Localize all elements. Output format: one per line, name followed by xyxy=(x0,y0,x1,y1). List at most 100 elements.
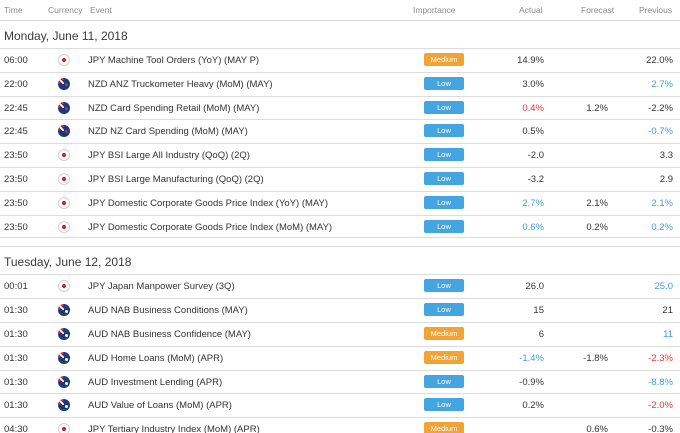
actual-value: 15 xyxy=(533,305,544,317)
previous-value: 0.2% xyxy=(651,221,673,233)
importance-badge: Low xyxy=(424,303,464,317)
importance-badge: Low xyxy=(424,279,464,293)
column-header-previous[interactable]: Previous xyxy=(639,5,673,15)
actual-value: 0.6% xyxy=(522,221,544,233)
actual-value: 0.5% xyxy=(522,126,544,138)
forecast-value: 0.2% xyxy=(586,221,608,233)
event-name[interactable]: AUD Value of Loans (MoM) (APR) xyxy=(88,400,232,412)
importance-badge: Low xyxy=(424,219,464,233)
day-label: Tuesday, June 12, 2018 xyxy=(4,255,132,270)
actual-value: -3.2 xyxy=(527,173,544,185)
event-name[interactable]: JPY Japan Manpower Survey (3Q) xyxy=(88,281,235,293)
jp-flag-icon xyxy=(58,196,70,209)
event-name[interactable]: AUD NAB Business Conditions (MAY) xyxy=(88,305,248,317)
event-name[interactable]: AUD Investment Lending (APR) xyxy=(88,376,223,388)
event-time: 22:45 xyxy=(4,102,28,114)
actual-value: 0.4% xyxy=(522,102,544,114)
event-time: 23:50 xyxy=(4,150,28,162)
previous-value: 25.0 xyxy=(654,281,674,293)
column-header-event[interactable]: Event xyxy=(90,5,112,15)
event-name[interactable]: JPY BSI Large Manufacturing (QoQ) (2Q) xyxy=(88,173,264,185)
event-row[interactable]: 23:50 JPY Domestic Corporate Goods Price … xyxy=(0,190,680,215)
event-time: 22:00 xyxy=(4,78,28,90)
previous-value: -0.3% xyxy=(648,424,673,433)
event-name[interactable]: NZD NZ Card Spending (MoM) (MAY) xyxy=(88,126,248,138)
event-name[interactable]: JPY Tertiary Industry Index (MoM) (APR) xyxy=(88,424,260,433)
previous-value: -8.8% xyxy=(648,376,673,388)
previous-value: 22.0% xyxy=(646,55,673,66)
event-name[interactable]: JPY BSI Large All Industry (QoQ) (2Q) xyxy=(88,150,250,162)
importance-badge: Low xyxy=(424,76,464,90)
event-row[interactable]: 04:30 JPY Tertiary Industry Index (MoM) (… xyxy=(0,417,680,433)
event-name[interactable]: AUD Home Loans (MoM) (APR) xyxy=(88,352,224,364)
importance-badge: Medium xyxy=(424,53,464,66)
event-row[interactable]: 06:00 JPY Machine Tool Orders (YoY) (MAY … xyxy=(0,48,680,72)
previous-value: 2.7% xyxy=(651,78,673,90)
event-time: 23:50 xyxy=(4,221,28,233)
actual-value: -1.4% xyxy=(519,352,544,364)
forecast-value: 1.2% xyxy=(586,102,608,114)
event-name[interactable]: JPY Machine Tool Orders (YoY) (MAY P) xyxy=(88,55,260,66)
importance-badge: Low xyxy=(424,148,464,162)
actual-value: -2.0 xyxy=(527,150,544,162)
event-row[interactable]: 22:00 NZD ANZ Truckometer Heavy (MoM) (MA… xyxy=(0,71,680,96)
event-time: 00:01 xyxy=(4,281,28,293)
actual-value: -0.9% xyxy=(519,376,544,388)
jp-flag-icon xyxy=(58,149,70,162)
day-header: Tuesday, June 12, 2018 xyxy=(0,246,680,275)
calendar-body: Monday, June 11, 2018 06:00 JPY Machine To… xyxy=(0,20,680,433)
previous-value: 21 xyxy=(662,305,673,317)
au-flag-icon xyxy=(58,399,70,412)
event-row[interactable]: 01:30 AUD Value of Loans (MoM) (APR) Low 0.… xyxy=(0,393,680,418)
forecast-value: 0.6% xyxy=(586,424,608,433)
jp-flag-icon xyxy=(58,54,70,66)
event-row[interactable]: 01:30 AUD Investment Lending (APR) Low -0.9… xyxy=(0,369,680,394)
event-name[interactable]: NZD Card Spending Retail (MoM) (MAY) xyxy=(88,102,260,114)
event-time: 01:30 xyxy=(4,305,28,317)
event-time: 01:30 xyxy=(4,376,28,388)
column-header-currency[interactable]: Currency xyxy=(48,5,83,15)
previous-value: 2.1% xyxy=(651,197,673,209)
event-name[interactable]: NZD ANZ Truckometer Heavy (MoM) (MAY) xyxy=(88,78,273,90)
importance-badge: Low xyxy=(424,374,464,388)
event-time: 06:00 xyxy=(4,55,28,66)
column-header-forecast[interactable]: Forecast xyxy=(581,5,615,15)
nz-flag-icon xyxy=(58,125,70,138)
nz-flag-icon xyxy=(58,77,70,90)
event-time: 01:30 xyxy=(4,328,28,340)
actual-value: 14.9% xyxy=(517,55,544,66)
actual-value: 2.7% xyxy=(522,197,544,209)
event-row[interactable]: 01:30 AUD Home Loans (MoM) (APR) Medium -1.… xyxy=(0,345,680,370)
event-row[interactable]: 23:50 JPY BSI Large All Industry (QoQ) (2… xyxy=(0,143,680,167)
previous-value: -2.3% xyxy=(648,352,673,364)
column-header-actual[interactable]: Actual xyxy=(519,5,543,15)
previous-value: -2.2% xyxy=(648,102,673,114)
event-name[interactable]: JPY Domestic Corporate Goods Price Index… xyxy=(88,197,329,209)
event-row[interactable]: 22:45 NZD NZ Card Spending (MoM) (MAY) Low… xyxy=(0,119,680,144)
jp-flag-icon xyxy=(58,423,70,433)
event-time: 23:50 xyxy=(4,173,28,185)
event-row[interactable]: 23:50 JPY BSI Large Manufacturing (QoQ) (… xyxy=(0,166,680,191)
importance-badge: Low xyxy=(424,171,464,185)
event-name[interactable]: AUD NAB Business Confidence (MAY) xyxy=(88,328,251,340)
column-header-row: Time Currency Event Importance Actual Fo… xyxy=(0,0,680,20)
actual-value: 0.2% xyxy=(522,400,544,412)
previous-value: 2.9 xyxy=(659,173,673,185)
event-row[interactable]: 01:30 AUD NAB Business Confidence (MAY) Me… xyxy=(0,321,680,346)
event-time: 04:30 xyxy=(4,424,28,433)
event-row[interactable]: 23:50 JPY Domestic Corporate Goods Price … xyxy=(0,214,680,239)
jp-flag-icon xyxy=(58,172,70,185)
event-row[interactable]: 01:30 AUD NAB Business Conditions (MAY) Lo… xyxy=(0,298,680,322)
previous-value: 11 xyxy=(663,328,673,340)
event-row[interactable]: 22:45 NZD Card Spending Retail (MoM) (MAY… xyxy=(0,95,680,120)
forecast-value: -1.8% xyxy=(583,352,608,364)
nz-flag-icon xyxy=(58,101,70,114)
importance-badge: Low xyxy=(424,398,464,412)
event-name[interactable]: JPY Domestic Corporate Goods Price Index… xyxy=(88,221,333,233)
importance-badge: Medium xyxy=(424,326,464,340)
importance-badge: Low xyxy=(424,100,464,114)
event-row[interactable]: 00:01 JPY Japan Manpower Survey (3Q) Low 26… xyxy=(0,274,680,299)
column-header-time[interactable]: Time xyxy=(4,5,23,15)
jp-flag-icon xyxy=(58,220,70,233)
column-header-importance[interactable]: Importance xyxy=(413,5,456,15)
